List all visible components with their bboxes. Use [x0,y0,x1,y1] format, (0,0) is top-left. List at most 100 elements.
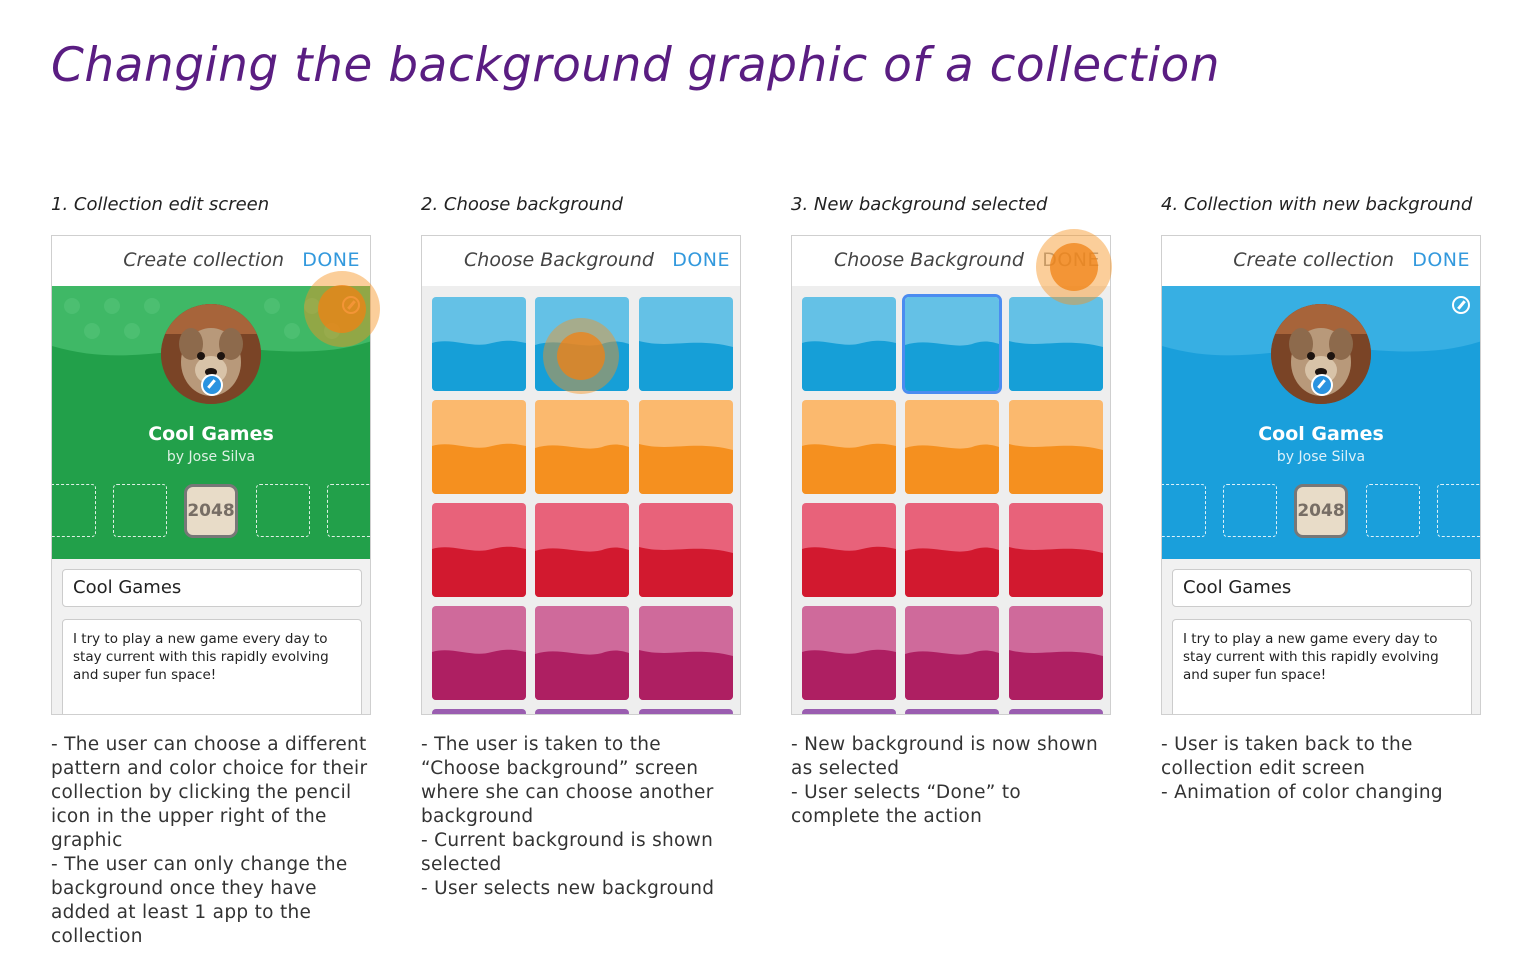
background-swatch-blue[interactable] [1009,297,1103,391]
tap-indicator [543,318,619,394]
swatch-graphic [905,606,999,700]
collection-name-field[interactable]: Cool Games [62,569,362,607]
empty-app-slot[interactable] [1437,484,1480,537]
swatch-graphic [1009,606,1103,700]
background-swatch-orange[interactable] [432,400,526,494]
note-line: - New background is now shown as selecte… [791,734,1099,779]
empty-app-slot[interactable] [1366,484,1420,537]
empty-app-slot[interactable] [113,484,167,537]
done-button[interactable]: DONE [302,249,360,271]
background-swatch-red[interactable] [432,503,526,597]
background-swatch-magenta[interactable] [639,606,733,700]
background-swatch-red[interactable] [1009,503,1103,597]
empty-app-slot[interactable] [256,484,310,537]
note-line: - The user can choose a different patter… [51,734,368,851]
background-swatch-purple[interactable] [639,709,733,714]
swatch-graphic [535,503,629,597]
collection-author: by Jose Silva [166,449,256,465]
swatch-graphic [432,297,526,391]
collection-name: Cool Games [148,423,274,445]
background-swatch-magenta[interactable] [432,606,526,700]
background-swatch-purple[interactable] [1009,709,1103,714]
background-swatch-orange[interactable] [802,400,896,494]
empty-app-slot[interactable] [1162,484,1206,537]
screen-title: Choose Background [834,249,1024,271]
screen-header: Create collection DONE [52,236,370,287]
note-line: - The user can only change the backgroun… [51,854,348,947]
background-swatch-red[interactable] [905,503,999,597]
background-swatch-orange[interactable] [905,400,999,494]
screen-choose-background: Choose Background DONE [421,235,741,715]
collection-hero-graphic: Cool Games by Jose Silva 2048 [52,286,370,559]
background-swatch-magenta[interactable] [535,606,629,700]
collection-description-field[interactable]: I try to play a new game every day to st… [62,619,362,714]
background-swatch-orange[interactable] [1009,400,1103,494]
swatch-graphic [535,606,629,700]
swatch-graphic [639,297,733,391]
screen-collection-edit-green: Create collection DONE Cool [51,235,371,715]
swatch-graphic [802,606,896,700]
empty-app-slot[interactable] [327,484,370,537]
collection-name-field[interactable]: Cool Games [1172,569,1472,607]
swatch-graphic [432,606,526,700]
swatch-graphic [802,400,896,494]
empty-app-slot[interactable] [1223,484,1277,537]
step-heading-4: 4. Collection with new background [1161,194,1473,215]
step-heading-3: 3. New background selected [791,194,1048,215]
step-notes-3: - New background is now shown as selecte… [791,733,1111,829]
step-notes-4: - User is taken back to the collection e… [1161,733,1481,805]
note-line: - Current background is shown selected [421,830,714,875]
swatch-graphic [432,503,526,597]
empty-app-slot[interactable] [52,484,96,537]
step-notes-1: - The user can choose a different patter… [51,733,371,949]
background-swatch-purple[interactable] [802,709,896,714]
done-button[interactable]: DONE [672,249,730,271]
collection-description-field[interactable]: I try to play a new game every day to st… [1172,619,1472,714]
background-swatch-red[interactable] [535,503,629,597]
background-swatch-purple[interactable] [432,709,526,714]
app-icon-2048[interactable]: 2048 [1294,484,1348,538]
background-swatch-magenta[interactable] [1009,606,1103,700]
pencil-icon[interactable] [1452,296,1470,314]
screen-header: Create collection DONE [1162,236,1480,287]
screen-title: Choose Background [464,249,654,271]
note-line: - User selects “Done” to complete the ac… [791,782,1022,827]
swatch-graphic [802,297,896,391]
background-grid [792,286,1110,714]
app-icon-2048[interactable]: 2048 [184,484,238,538]
background-swatch-magenta[interactable] [802,606,896,700]
background-swatch-blue[interactable] [905,297,999,391]
screen-title: Create collection [123,249,284,271]
background-swatch-blue[interactable] [432,297,526,391]
screen-title: Create collection [1233,249,1394,271]
tap-indicator [1036,229,1112,305]
tap-indicator [304,271,380,347]
swatch-graphic [639,503,733,597]
collection-author: by Jose Silva [1276,449,1366,465]
background-swatch-blue[interactable] [802,297,896,391]
background-swatch-purple[interactable] [905,709,999,714]
step-notes-2: - The user is taken to the “Choose backg… [421,733,741,901]
screen-header: Choose Background DONE [422,236,740,287]
swatch-graphic [432,400,526,494]
swatch-graphic [905,400,999,494]
swatch-graphic [802,503,896,597]
avatar-edit-icon[interactable] [201,374,223,396]
swatch-graphic [905,297,999,391]
background-swatch-orange[interactable] [535,400,629,494]
note-line: - User is taken back to the collection e… [1161,734,1413,779]
background-swatch-orange[interactable] [639,400,733,494]
done-button[interactable]: DONE [1412,249,1470,271]
background-swatch-purple[interactable] [535,709,629,714]
avatar[interactable] [161,304,261,404]
swatch-graphic [639,606,733,700]
swatch-graphic [639,400,733,494]
avatar-edit-icon[interactable] [1311,374,1333,396]
background-swatch-red[interactable] [639,503,733,597]
background-swatch-magenta[interactable] [905,606,999,700]
note-line: - Animation of color changing [1161,782,1443,803]
note-line: - User selects new background [421,878,715,899]
swatch-graphic [535,400,629,494]
background-swatch-red[interactable] [802,503,896,597]
background-swatch-blue[interactable] [639,297,733,391]
